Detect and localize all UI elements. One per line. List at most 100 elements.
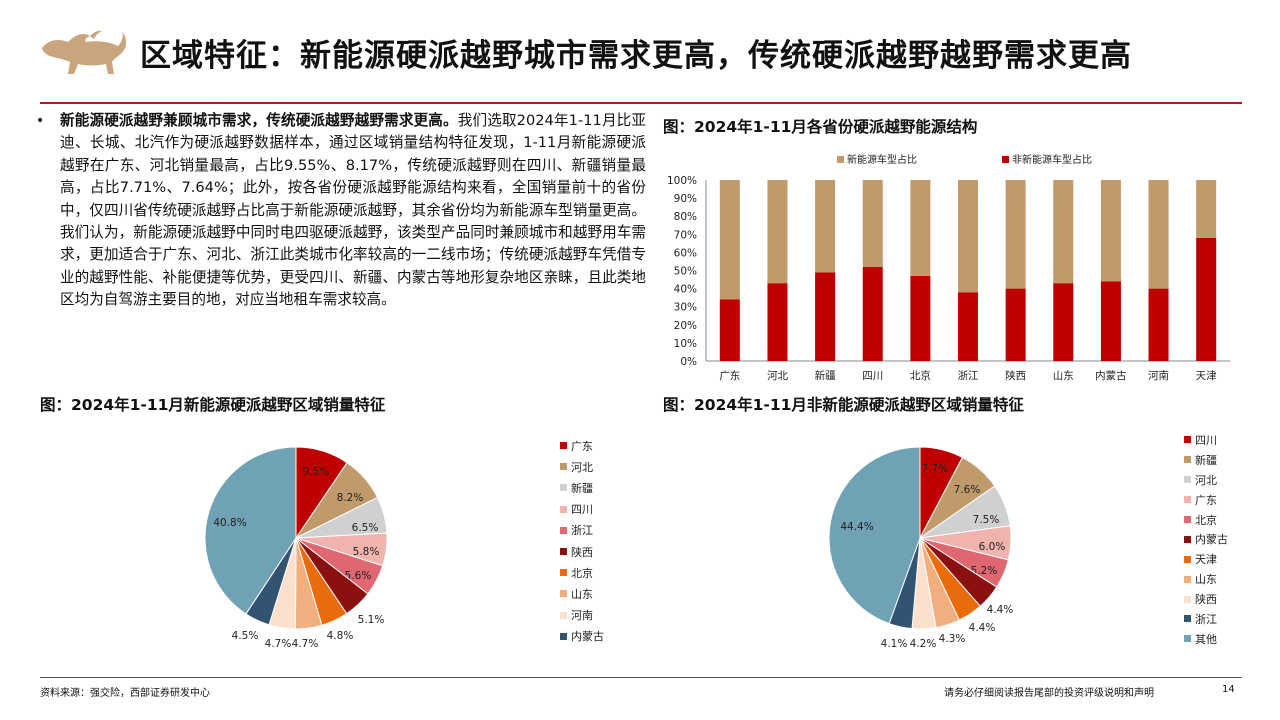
legend-item: 四川 [560,499,604,520]
x-tick-label: 河北 [767,370,788,382]
bar-segment [958,180,978,293]
legend-swatch [560,590,567,598]
legend-swatch [560,442,567,450]
legend-item: 山东 [560,583,604,604]
bar-segment [815,180,836,273]
pie-value-label: 40.8% [213,517,246,529]
legend-label: 新疆 [571,481,593,495]
legend-label: 新能源车型占比 [847,153,917,166]
pie-value-label: 44.4% [840,521,873,533]
legend-label: 天津 [1195,553,1217,567]
legend-swatch [1184,436,1191,444]
bar-segment [767,180,788,284]
bar-segment [815,272,836,361]
ice-region-pie-chart: 7.7%7.6%7.5%6.0%5.2%4.4%4.4%4.3%4.2%4.1%… [828,446,1013,650]
legend-item: 四川 [1184,430,1228,450]
legend-label: 其他 [1195,632,1217,646]
pie-value-label: 6.0% [979,541,1006,553]
x-tick-label: 山东 [1053,369,1074,382]
legend-item: 陕西 [560,541,604,562]
bar-segment [1148,180,1169,289]
pie2-legend: 四川 新疆 河北 广东 北京 内蒙古 天津 山东 陕西 浙江 其他 [1184,430,1228,649]
disclaimer: 请务必仔细阅读报告尾部的投资评级说明和声明 [944,688,1154,699]
header-rule [40,102,1242,104]
legend-item: 河南 [560,605,604,626]
energy-structure-bar-chart: 0% 10% 20% 30% 40% 50% 60% 70% 80% 90% 100% 广东 河北 新疆 四… [667,153,1230,382]
bar-segment [1148,288,1169,361]
legend-item: 浙江 [560,520,604,541]
bar-segment [719,180,740,300]
legend-swatch [560,526,567,534]
bar-segment [1100,180,1121,282]
y-tick-label: 40% [674,284,697,296]
y-tick-label: 0% [680,356,697,368]
bullet-dot: • [36,113,45,129]
pie-value-label: 9.5% [303,466,330,478]
legend-swatch [560,611,567,619]
legend-swatch [560,632,567,640]
legend-item: 内蒙古 [1184,529,1228,549]
legend-item: 天津 [1184,549,1228,569]
page-title: 区域特征：新能源硬派越野城市需求更高，传统硬派越野越野需求更高 [140,38,1132,74]
legend-label: 山东 [1195,573,1217,587]
y-tick-label: 70% [674,229,697,241]
bull-logo-icon [42,30,127,74]
body-lead: 新能源硬派越野兼顾城市需求，传统硬派越野越野需求更高。 [60,112,458,129]
legend-label: 北京 [1195,513,1217,527]
pie-value-label: 5.8% [353,546,380,558]
legend-label: 四川 [571,503,593,517]
x-tick-label: 浙江 [958,370,979,382]
legend-label: 河北 [571,460,593,474]
bar-segment [1005,180,1026,289]
bar-segment [1100,281,1121,361]
pie-value-label: 7.6% [954,484,981,496]
x-tick-label: 河南 [1148,369,1169,382]
pie-value-label: 4.1% [881,638,908,650]
legend-swatch [1184,456,1191,464]
pie-value-label: 4.7% [265,638,292,650]
bar-segment [1196,237,1217,361]
legend-label: 浙江 [571,524,593,538]
legend-swatch [560,463,567,471]
x-tick-label: 陕西 [1005,369,1026,382]
legend-label: 非新能源车型占比 [1012,153,1092,166]
legend-swatch [1002,156,1009,163]
y-tick-label: 60% [674,247,697,259]
legend-swatch [560,505,567,513]
legend-label: 浙江 [1195,612,1217,626]
bar-segment [1196,180,1217,238]
legend-swatch [1184,535,1191,543]
bar-segment [719,299,740,361]
legend-item: 其他 [1184,629,1228,649]
pie-value-label: 7.7% [922,463,949,475]
x-tick-label: 天津 [1196,370,1217,382]
bar-segment [958,292,978,361]
pie-value-label: 5.6% [345,570,372,582]
y-tick-label: 20% [674,320,697,332]
pie-value-label: 8.2% [337,492,364,504]
pie-value-label: 4.8% [327,630,354,642]
legend-swatch [1184,575,1191,583]
bar-segment [862,180,883,267]
legend-item: 北京 [560,562,604,583]
legend-swatch [1184,595,1191,603]
pie-value-label: 4.2% [910,638,937,650]
source-note: 资料来源：强交险，西部证券研发中心 [40,688,210,699]
legend-swatch [1184,476,1191,484]
pie1-legend: 广东河北新疆四川浙江陕西北京山东河南 内蒙古 [560,435,604,647]
legend-label: 北京 [571,566,593,580]
pie-value-label: 4.4% [969,622,996,634]
pie-value-label: 4.3% [939,633,966,645]
legend-item: 北京 [1184,510,1228,530]
legend-label: 新疆 [1195,453,1217,467]
legend-item: 广东 [560,435,604,456]
x-tick-label: 新疆 [815,369,836,382]
x-tick-label: 北京 [910,369,931,382]
legend-item: 新疆 [560,477,604,498]
legend-label: 广东 [571,439,593,453]
legend-swatch [1184,516,1191,523]
legend-item: 内蒙古 [560,626,604,647]
pie-value-label: 7.5% [973,514,1000,526]
legend-label: 山东 [571,587,593,601]
legend-label: 陕西 [1195,593,1217,607]
